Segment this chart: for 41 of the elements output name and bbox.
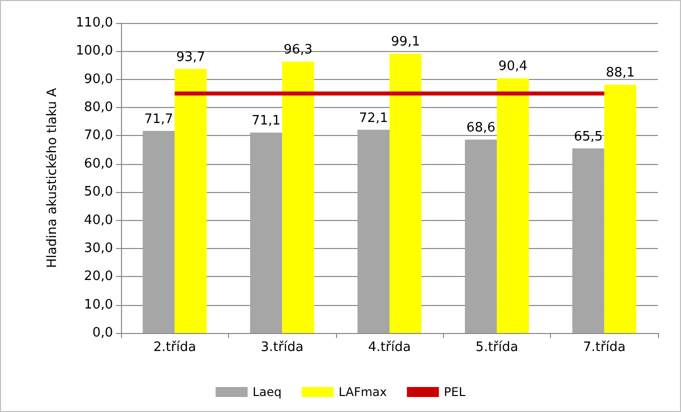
- data-label: 72,1: [359, 110, 388, 126]
- bar: [390, 54, 422, 333]
- bar: [142, 130, 175, 333]
- y-tick-label: 90,0: [84, 72, 113, 87]
- y-tick-label: 40,0: [84, 212, 113, 228]
- legend-label: LAFmax: [338, 385, 387, 399]
- bar: [496, 78, 529, 333]
- y-tick-label: 70,0: [84, 128, 113, 144]
- bar: [572, 148, 604, 333]
- legend-label: PEL: [444, 385, 466, 399]
- y-tick-label: 60,0: [84, 156, 113, 172]
- y-tick-label: 30,0: [84, 240, 113, 256]
- y-tick-label: 50,0: [84, 184, 113, 200]
- y-tick-label: 110,0: [76, 16, 113, 30]
- bar: [282, 62, 314, 333]
- data-label: 71,1: [252, 114, 281, 129]
- y-axis-title: Hladina akustického tlaku A: [45, 88, 60, 268]
- bar: [604, 84, 636, 333]
- x-tick-label: 7.třída: [582, 340, 626, 355]
- bar: [174, 68, 207, 333]
- data-label: 99,1: [391, 34, 420, 50]
- data-label: 65,5: [574, 129, 603, 144]
- x-tick-label: 5.třída: [476, 340, 518, 355]
- bar: [250, 132, 282, 333]
- y-tick-label: 0,0: [92, 326, 113, 340]
- bar: [358, 130, 390, 333]
- data-label: 96,3: [284, 42, 313, 58]
- data-label: 68,6: [466, 120, 496, 136]
- x-tick-label: 2.třída: [153, 340, 196, 355]
- x-tick-label: 3.třída: [260, 340, 304, 355]
- x-tick-label: 4.třída: [368, 340, 411, 355]
- bar: [464, 140, 497, 333]
- data-label: 88,1: [606, 66, 635, 81]
- data-label: 93,7: [176, 50, 206, 65]
- y-tick-label: 100,0: [76, 44, 113, 59]
- data-label: 71,7: [144, 112, 174, 127]
- y-tick-label: 20,0: [84, 269, 113, 284]
- y-tick-label: 10,0: [84, 297, 113, 312]
- data-label: 90,4: [498, 59, 528, 74]
- y-tick-label: 80,0: [84, 100, 113, 116]
- legend-label: Laeq: [252, 385, 282, 399]
